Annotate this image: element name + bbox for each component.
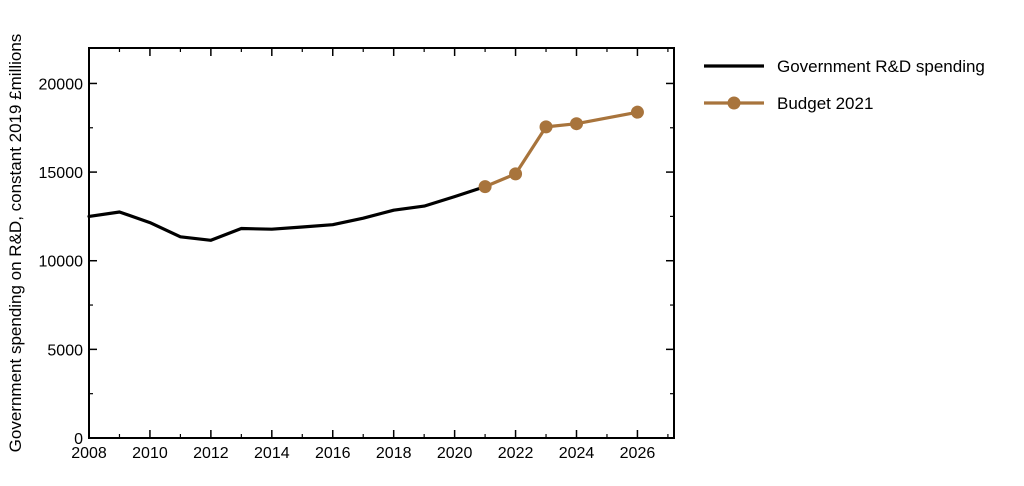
x-tick-label: 2022: [498, 445, 534, 462]
x-tick-label: 2018: [376, 445, 412, 462]
y-axis-title: Government spending on R&D, constant 201…: [6, 34, 25, 453]
x-tick-label: 2008: [71, 445, 107, 462]
x-tick-label: 2012: [193, 445, 229, 462]
series-point: [570, 117, 583, 131]
series-point: [630, 105, 644, 119]
y-axis-minor-ticks: [89, 127, 674, 395]
series-point: [478, 180, 492, 194]
y-tick-label: 0: [74, 431, 83, 448]
legend: Government R&D spending Budget 2021: [704, 57, 985, 113]
series-line-1: [483, 110, 640, 189]
series-point: [539, 120, 553, 134]
x-tick-label: 2016: [315, 445, 351, 462]
x-tick-label: 2020: [437, 445, 473, 462]
x-tick-label: 2024: [559, 445, 595, 462]
y-axis-ticks: 0 5000 10000 15000 20000: [39, 76, 674, 448]
series-line-0: [87, 185, 487, 242]
legend-label-0: Government R&D spending: [777, 57, 985, 76]
series-layer: [87, 105, 644, 242]
y-tick-label: 20000: [39, 76, 84, 93]
series-point: [509, 167, 523, 181]
x-tick-label: 2026: [620, 445, 656, 462]
x-tick-label: 2010: [132, 445, 168, 462]
y-tick-label: 5000: [47, 342, 83, 359]
x-axis-ticks: 2008 2010 2012 2014 2016 2018 2020 2022 2024 2026: [71, 48, 655, 462]
y-tick-label: 10000: [39, 254, 84, 271]
x-axis-minor-ticks: [118, 48, 669, 438]
plot-frame: [88, 47, 675, 439]
y-tick-label: 15000: [39, 165, 84, 182]
legend-marker-1: [727, 96, 741, 110]
x-tick-label: 2014: [254, 445, 290, 462]
legend-label-1: Budget 2021: [777, 94, 873, 113]
